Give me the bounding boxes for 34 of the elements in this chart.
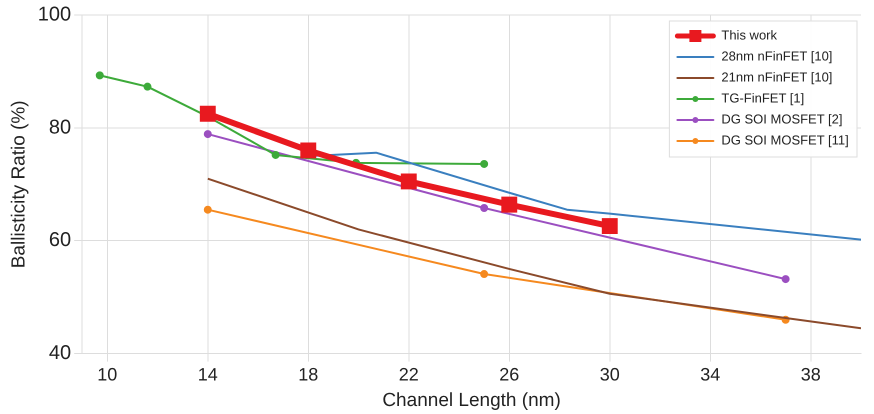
x-tick-label: 18 [298,364,318,384]
point [96,71,104,80]
y-tick-label: 60 [48,229,72,252]
point [602,218,618,234]
y-tick-label: 80 [48,116,72,138]
point [272,150,280,159]
legend-label: DG SOI MOSFET [11] [721,132,849,148]
point [200,106,216,122]
point [300,142,316,158]
x-tick-label: 14 [198,364,218,384]
x-tick-label: 30 [600,364,620,384]
x-tick-label: 22 [398,364,419,384]
point [143,82,152,91]
x-tick-label: 10 [97,364,118,384]
y-axis-title: Ballisticity Ratio (%) [8,100,30,268]
point [400,174,417,190]
point [204,206,212,214]
legend-label: DG SOI MOSFET [2] [721,112,843,127]
point [501,196,518,213]
point [782,275,790,284]
point [204,130,212,138]
legend-label: TG-FinFET [1] [721,90,804,106]
x-tick-label: 38 [800,364,821,384]
legend-label: 21nm nFinFET [10] [721,70,832,85]
point [480,270,488,278]
point [480,160,488,168]
x-tick-label: 26 [499,364,520,384]
x-tick-label: 34 [700,364,720,384]
x-axis-title: Channel Length (nm) [382,390,561,411]
y-tick-label: 40 [48,342,72,364]
legend-label: This work [721,28,778,43]
y-tick-label: 100 [38,4,72,26]
legend-label: 28nm nFinFET [10] [721,48,832,64]
point [480,204,488,212]
